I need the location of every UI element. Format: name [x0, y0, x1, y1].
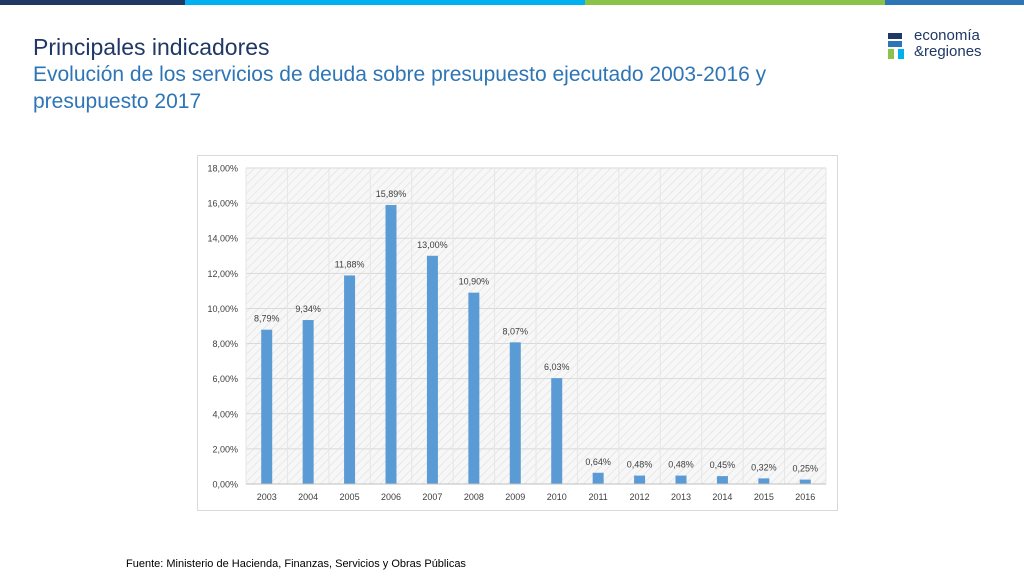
- bar: [592, 472, 604, 484]
- x-tick-label: 2004: [298, 492, 318, 502]
- x-tick-label: 2012: [630, 492, 650, 502]
- source-note: Fuente: Ministerio de Hacienda, Finanzas…: [126, 558, 466, 570]
- bar: [261, 329, 273, 484]
- bar: [426, 255, 438, 484]
- bar: [468, 292, 480, 484]
- bar: [799, 479, 811, 484]
- bar: [634, 475, 646, 484]
- logo-line-2: &regiones: [914, 43, 982, 60]
- logo-line-1: economía: [914, 27, 980, 44]
- y-tick-label: 10,00%: [207, 304, 238, 314]
- bar: [302, 320, 314, 484]
- x-tick-label: 2006: [381, 492, 401, 502]
- logo: economía &regiones: [884, 28, 1004, 64]
- y-tick-label: 8,00%: [212, 339, 238, 349]
- y-tick-label: 0,00%: [212, 480, 238, 490]
- slide-title: Principales indicadores Evolución de los…: [33, 34, 873, 115]
- data-labels: 8,79% 9,34% 11,88% 15,89% 13,00% 10,90% 8,07% 6…: [254, 189, 818, 474]
- page-title: Principales indicadores: [33, 34, 270, 60]
- x-tick-label: 2016: [795, 492, 815, 502]
- bars: [261, 205, 811, 484]
- x-tick-label: 2011: [588, 492, 607, 502]
- data-label: 8,79%: [254, 314, 280, 324]
- bar: [758, 478, 770, 484]
- data-label: 0,25%: [793, 464, 819, 474]
- data-label: 0,45%: [710, 460, 736, 470]
- data-label: 9,34%: [295, 304, 321, 314]
- page-subtitle: Evolución de los servicios de deuda sobr…: [33, 63, 767, 113]
- data-label: 0,64%: [585, 457, 611, 467]
- data-label: 0,32%: [751, 462, 777, 472]
- bar: [716, 476, 728, 484]
- bar: [344, 275, 356, 484]
- data-label: 0,48%: [627, 460, 653, 470]
- y-tick-label: 12,00%: [207, 269, 238, 279]
- data-label: 6,03%: [544, 362, 570, 372]
- logo-text: economía &regiones: [914, 28, 982, 60]
- y-tick-label: 16,00%: [207, 199, 238, 209]
- bar: [385, 205, 397, 484]
- gridlines: [245, 167, 827, 485]
- x-tick-label: 2003: [257, 492, 277, 502]
- bar: [675, 475, 687, 484]
- bar: [509, 342, 521, 484]
- logo-mark-icon: [888, 33, 904, 59]
- y-tick-label: 6,00%: [212, 374, 238, 384]
- x-tick-label: 2014: [712, 492, 732, 502]
- data-label: 15,89%: [376, 189, 407, 199]
- data-label: 0,48%: [668, 460, 694, 470]
- data-label: 10,90%: [459, 277, 490, 287]
- y-tick-label: 2,00%: [212, 444, 238, 454]
- y-tick-label: 14,00%: [207, 234, 238, 244]
- x-tick-label: 2005: [340, 492, 360, 502]
- x-tick-label: 2015: [754, 492, 774, 502]
- top-accent-bar: [0, 0, 1024, 5]
- x-tick-label: 2007: [422, 492, 442, 502]
- y-tick-label: 4,00%: [212, 409, 238, 419]
- x-tick-label: 2009: [505, 492, 525, 502]
- data-label: 11,88%: [335, 259, 365, 269]
- x-axis: 2003 2004 2005 2006 2007 2008 2009 2010 2011 2012…: [246, 483, 826, 502]
- x-tick-label: 2010: [547, 492, 567, 502]
- data-label: 8,07%: [503, 326, 529, 336]
- y-axis: 0,00% 2,00% 4,00% 6,00% 8,00% 10,00% 12,00% 14,…: [207, 164, 238, 490]
- y-tick-label: 18,00%: [207, 164, 238, 174]
- chart-frame: 0,00% 2,00% 4,00% 6,00% 8,00% 10,00% 12,00% 14,…: [197, 155, 838, 511]
- x-tick-label: 2013: [671, 492, 691, 502]
- data-label: 13,00%: [417, 240, 448, 250]
- x-tick-label: 2008: [464, 492, 484, 502]
- bar-chart: 0,00% 2,00% 4,00% 6,00% 8,00% 10,00% 12,00% 14,…: [207, 164, 827, 502]
- bar: [551, 378, 563, 484]
